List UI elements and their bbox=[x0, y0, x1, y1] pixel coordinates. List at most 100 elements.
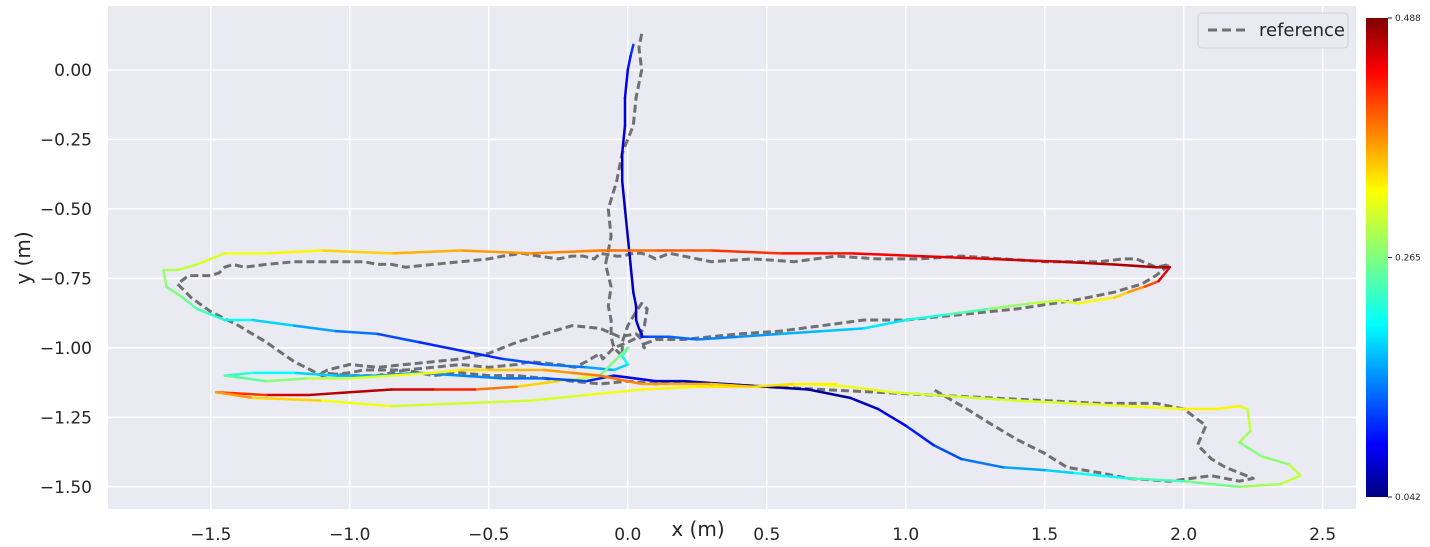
x-axis-label: x (m) bbox=[671, 517, 724, 541]
x-tick-label: −0.5 bbox=[468, 525, 509, 545]
trajectory-segment bbox=[1215, 404, 1241, 411]
trajectory-segment bbox=[640, 385, 699, 391]
trajectory-segment bbox=[459, 349, 504, 361]
trajectory-segment bbox=[292, 324, 338, 333]
trajectory-segment bbox=[848, 252, 921, 258]
trajectory-segment bbox=[821, 327, 866, 333]
trajectory-segment bbox=[570, 371, 602, 377]
plot-area bbox=[108, 6, 1356, 509]
trajectory-segment bbox=[459, 399, 532, 405]
trajectory-segment bbox=[306, 391, 352, 397]
trajectory-segment bbox=[918, 254, 991, 261]
trajectory-segment bbox=[737, 332, 782, 338]
trajectory-segment bbox=[973, 396, 1019, 402]
colorbar-tick-label: 0.042 bbox=[1395, 493, 1421, 503]
trajectory-segment bbox=[779, 329, 824, 336]
trajectory-segment bbox=[1093, 296, 1116, 302]
x-tick-label: 0.5 bbox=[753, 525, 780, 545]
trajectory-segment bbox=[612, 363, 630, 372]
trajectory-segment bbox=[529, 393, 588, 402]
trajectory-segment bbox=[668, 335, 699, 341]
trajectory-segment bbox=[1246, 407, 1252, 433]
trajectory-segment bbox=[1015, 399, 1074, 405]
trajectory-segment bbox=[431, 368, 463, 375]
trajectory-segment bbox=[1029, 299, 1060, 305]
trajectory-segment bbox=[390, 371, 435, 377]
trajectory-segment bbox=[1071, 471, 1130, 480]
trajectory-segment bbox=[1182, 479, 1241, 489]
trajectory-segment bbox=[418, 341, 463, 352]
trajectory-segment bbox=[584, 366, 616, 372]
trajectory-segment bbox=[1157, 265, 1172, 283]
trajectory-segment bbox=[1288, 463, 1302, 477]
reference-path bbox=[176, 33, 1255, 483]
legend: reference bbox=[1197, 12, 1349, 49]
trajectory-segment bbox=[1112, 290, 1130, 300]
trajectory-segment bbox=[848, 385, 894, 394]
trajectory-segment bbox=[165, 285, 185, 300]
trajectory-segment bbox=[751, 382, 796, 388]
trajectory-segment bbox=[1057, 260, 1116, 266]
trajectory-segment bbox=[1238, 441, 1263, 458]
trajectory-segment bbox=[320, 399, 393, 408]
trajectory-segment bbox=[1076, 299, 1096, 305]
colorbar-ticks: 0.042 0.265 0.488 bbox=[1388, 14, 1421, 503]
y-axis-label: y (m) bbox=[11, 231, 35, 284]
trajectory-segment bbox=[598, 374, 630, 383]
x-tick-label: 2.5 bbox=[1309, 525, 1336, 545]
y-tick-labels: 0.00 −0.25 −0.50 −0.75 −1.00 −1.25 −1.50 bbox=[40, 61, 92, 498]
trajectory-segment bbox=[932, 393, 977, 400]
trajectory-segment bbox=[529, 249, 602, 255]
trajectory-segment bbox=[946, 307, 991, 316]
trajectory-segment bbox=[459, 249, 532, 255]
trajectory-segment bbox=[765, 385, 810, 391]
colorbar-tick-label: 0.488 bbox=[1395, 14, 1421, 24]
trajectory-segment bbox=[459, 374, 504, 380]
legend-box bbox=[1197, 12, 1349, 49]
trajectory-segment bbox=[1071, 402, 1130, 408]
trajectory-segment bbox=[848, 396, 880, 411]
trajectory-segment bbox=[904, 313, 949, 322]
trajectory-segment bbox=[1043, 468, 1074, 475]
trajectory-segment bbox=[251, 396, 324, 402]
trajectory-segment bbox=[543, 368, 574, 375]
trajectory-segment bbox=[1112, 263, 1158, 269]
trajectory-segment bbox=[1238, 404, 1249, 411]
x-tick-label: 1.5 bbox=[1031, 525, 1058, 545]
trajectory-segment bbox=[390, 249, 463, 255]
trajectory-segment bbox=[620, 124, 627, 155]
grid-lines bbox=[108, 6, 1356, 509]
trajectory-segment bbox=[890, 391, 935, 397]
colorbar-gradient bbox=[1366, 18, 1388, 497]
trajectory-segment bbox=[376, 332, 421, 344]
trajectory-segment bbox=[1126, 404, 1185, 411]
trajectory-segment bbox=[904, 424, 935, 447]
trajectory-segment bbox=[1143, 279, 1160, 288]
reference-trajectory bbox=[176, 33, 1255, 483]
trajectory-segment bbox=[348, 388, 393, 394]
trajectory-segment bbox=[626, 54, 632, 72]
trajectory-segment bbox=[543, 377, 588, 383]
trajectory-segment bbox=[1279, 474, 1302, 486]
trajectory-segment bbox=[1126, 285, 1147, 294]
y-tick-label: −0.75 bbox=[40, 269, 92, 289]
trajectory-segment bbox=[501, 357, 546, 366]
estimated-trajectory bbox=[162, 43, 1302, 489]
trajectory-segment bbox=[709, 382, 755, 388]
trajectory-segment bbox=[515, 379, 560, 388]
trajectory-segment bbox=[696, 335, 741, 341]
trajectory-segment bbox=[612, 374, 657, 383]
trajectory-segment bbox=[876, 407, 907, 427]
trajectory-segment bbox=[265, 249, 324, 255]
trajectory-segment bbox=[1126, 477, 1185, 483]
trajectory-segment bbox=[709, 249, 782, 255]
y-tick-label: 0.00 bbox=[54, 61, 92, 81]
trajectory-segment bbox=[620, 179, 627, 211]
trajectory-segment bbox=[181, 296, 199, 311]
trajectory-segment bbox=[215, 391, 254, 400]
trajectory-segment bbox=[176, 263, 199, 272]
trajectory-segment bbox=[162, 268, 168, 288]
trajectory-segment bbox=[626, 379, 643, 386]
y-tick-label: −0.50 bbox=[40, 200, 92, 220]
trajectory-segment bbox=[620, 354, 630, 366]
